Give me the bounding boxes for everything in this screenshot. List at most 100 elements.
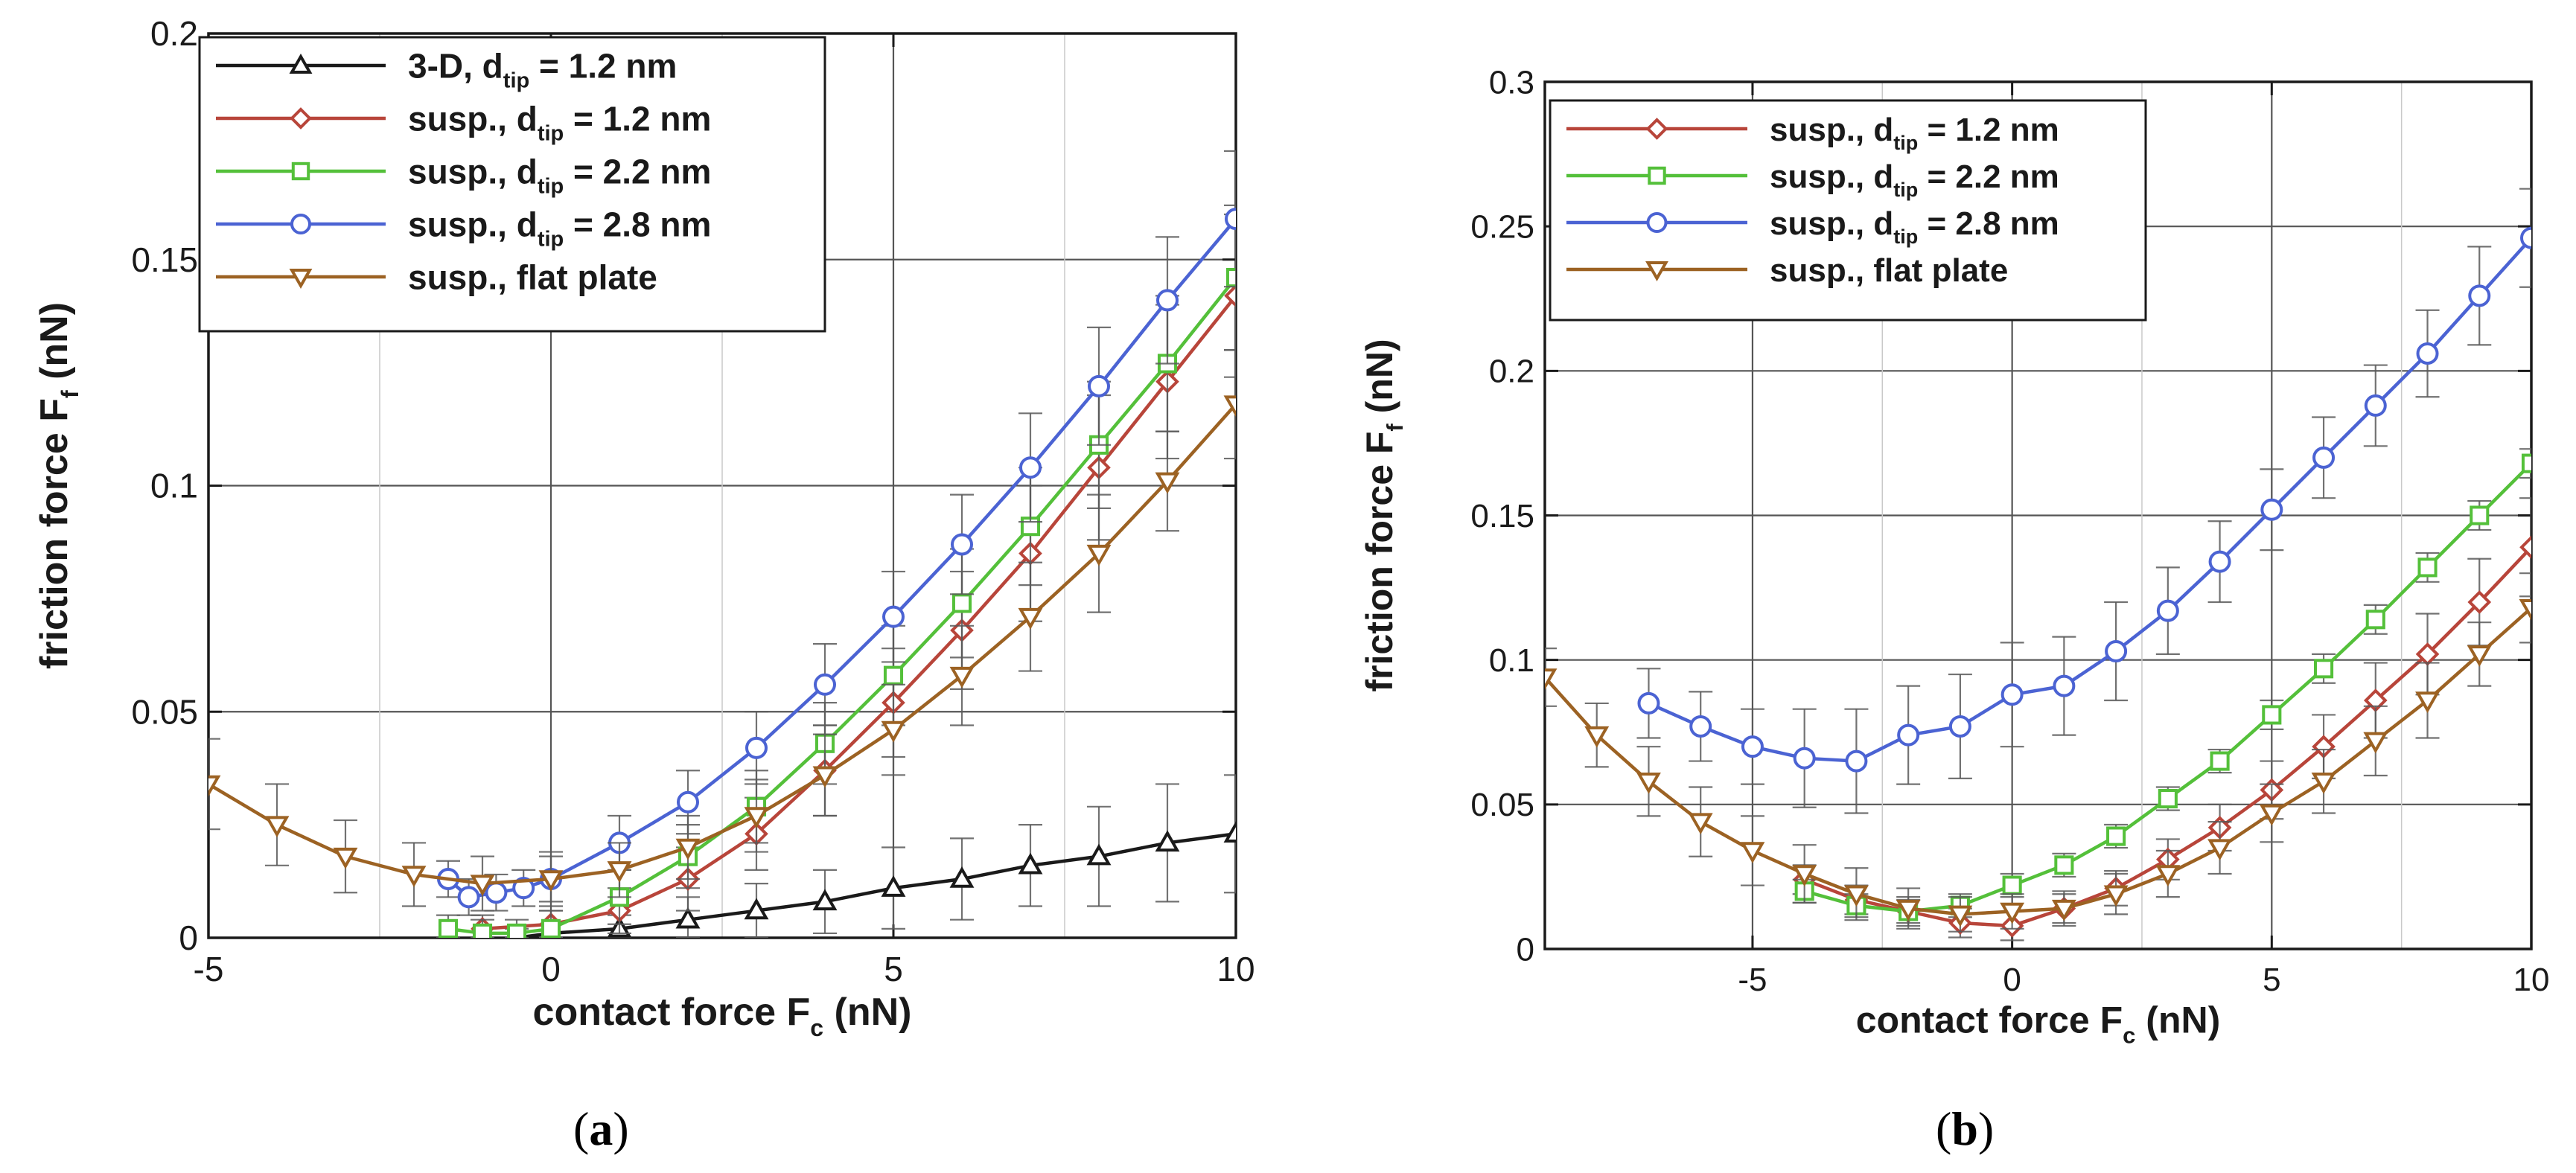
series-blue — [1636, 188, 2531, 814]
y-tick-label: 0.2 — [1489, 354, 1534, 390]
legend-label: susp., dtip = 1.2 nm — [408, 100, 711, 146]
y-tick-label: 0.3 — [1489, 64, 1534, 100]
legend-item: susp., dtip = 2.2 nm — [1566, 159, 2059, 201]
data-point — [2364, 394, 2387, 417]
data-point — [2415, 691, 2440, 714]
data-point — [2155, 865, 2181, 887]
legend-box — [1549, 99, 2147, 322]
data-point — [333, 847, 358, 869]
series-line — [208, 403, 1236, 886]
data-point — [2467, 590, 2492, 614]
data-point — [1156, 289, 1179, 312]
data-point — [1897, 723, 1920, 747]
data-point — [744, 898, 769, 920]
data-point — [2210, 751, 2230, 771]
data-point — [677, 790, 699, 814]
data-point — [1155, 830, 1180, 852]
data-point — [949, 666, 975, 688]
y-axis-label-part: f — [57, 390, 83, 398]
x-tick-label: 5 — [2263, 962, 2280, 998]
data-point — [2207, 839, 2233, 861]
data-point — [1689, 715, 1712, 738]
data-point — [401, 866, 427, 887]
series-brown — [1545, 572, 2531, 933]
x-tick-label: 10 — [1217, 950, 1254, 988]
legend-label-part: = 2.2 nm — [1918, 159, 2059, 195]
data-point — [2363, 732, 2388, 754]
legend-label-part: susp., d — [408, 153, 538, 191]
data-point — [607, 861, 632, 883]
data-point — [2260, 498, 2283, 521]
data-point — [1223, 395, 1236, 418]
data-point — [472, 923, 493, 938]
x-axis-label-part: c — [810, 1014, 823, 1041]
legend-label-part: = 1.2 nm — [529, 47, 677, 86]
series-brown — [208, 349, 1236, 912]
legend-label-part: tip — [538, 122, 564, 146]
legend-label: susp., flat plate — [1770, 252, 2008, 289]
data-point — [2053, 674, 2076, 697]
data-point — [1155, 472, 1180, 494]
y-tick-label: 0 — [1517, 931, 1534, 968]
y-axis-label-part: friction force F — [33, 398, 76, 669]
data-point — [1948, 715, 1971, 738]
legend-label: susp., dtip = 1.2 nm — [1770, 112, 2059, 154]
data-point — [1584, 726, 1610, 748]
data-point — [2103, 885, 2129, 907]
data-point — [1086, 843, 1112, 866]
data-point — [2259, 804, 2284, 826]
y-tick-label: 0 — [179, 918, 198, 957]
data-point — [512, 877, 535, 900]
legend-label: susp., dtip = 2.8 nm — [408, 205, 711, 252]
data-point — [2468, 284, 2491, 307]
data-point — [2054, 855, 2074, 875]
data-point — [1637, 691, 1660, 715]
legend-item: susp., dtip = 2.8 nm — [1566, 205, 2059, 248]
series-line — [516, 832, 1236, 938]
data-point — [744, 807, 769, 829]
panel-b-label: (b) — [1936, 1102, 1995, 1155]
y-tick-label: 0.25 — [1470, 209, 1534, 246]
y-tick-label: 0.1 — [1489, 642, 1534, 679]
data-point — [2314, 659, 2334, 679]
data-point — [2311, 773, 2336, 794]
chart-panel-b: -5 0 5 10 0 0.05 0.1 0.15 0.2 0.25 0.3 contact forc… — [1359, 64, 2549, 1048]
legend-marker — [289, 53, 313, 74]
data-point — [470, 875, 495, 897]
legend-label-part: = 1.2 nm — [1918, 112, 2059, 148]
y-axis-label-part: (nN) — [1359, 339, 1400, 424]
x-axis-label-part: (nN) — [823, 991, 911, 1034]
legend-item: 3-D, dtip = 1.2 nm — [216, 47, 677, 93]
series-line — [482, 294, 1236, 931]
x-tick-label: 5 — [884, 950, 903, 988]
legend-label: 3-D, dtip = 1.2 nm — [408, 47, 677, 93]
data-point — [2156, 599, 2179, 622]
legend-marker — [291, 162, 310, 181]
data-point — [1792, 865, 1817, 887]
data-point — [2262, 705, 2282, 725]
legend: 3-D, dtip = 1.2 nm susp., dtip = 1.2 nm su… — [198, 36, 826, 333]
x-axis-label-part: contact force F — [533, 991, 811, 1034]
legend-label-part: = 2.8 nm — [564, 205, 711, 244]
data-point — [2000, 902, 2025, 924]
legend-label: susp., dtip = 2.2 nm — [1770, 159, 2059, 201]
data-point — [457, 886, 480, 909]
x-axis-label-part: contact force F — [1856, 1000, 2123, 1041]
y-tick-label: 0.15 — [131, 240, 198, 279]
panel-a-label: (a) — [573, 1102, 629, 1155]
legend-item: susp., dtip = 2.8 nm — [216, 205, 711, 252]
legend-item: susp., dtip = 1.2 nm — [216, 100, 711, 146]
data-point — [2519, 599, 2531, 621]
legend-label-part: tip — [1893, 226, 1918, 248]
data-point — [1225, 208, 1236, 231]
data-point — [2002, 875, 2022, 895]
legend-label: susp., flat plate — [408, 258, 657, 297]
data-point — [208, 775, 221, 797]
legend-label-part: tip — [538, 175, 564, 199]
legend-marker — [1646, 212, 1668, 233]
data-point — [675, 907, 701, 929]
data-point — [1740, 842, 1765, 863]
legend-label-part: susp., d — [1770, 205, 1893, 242]
